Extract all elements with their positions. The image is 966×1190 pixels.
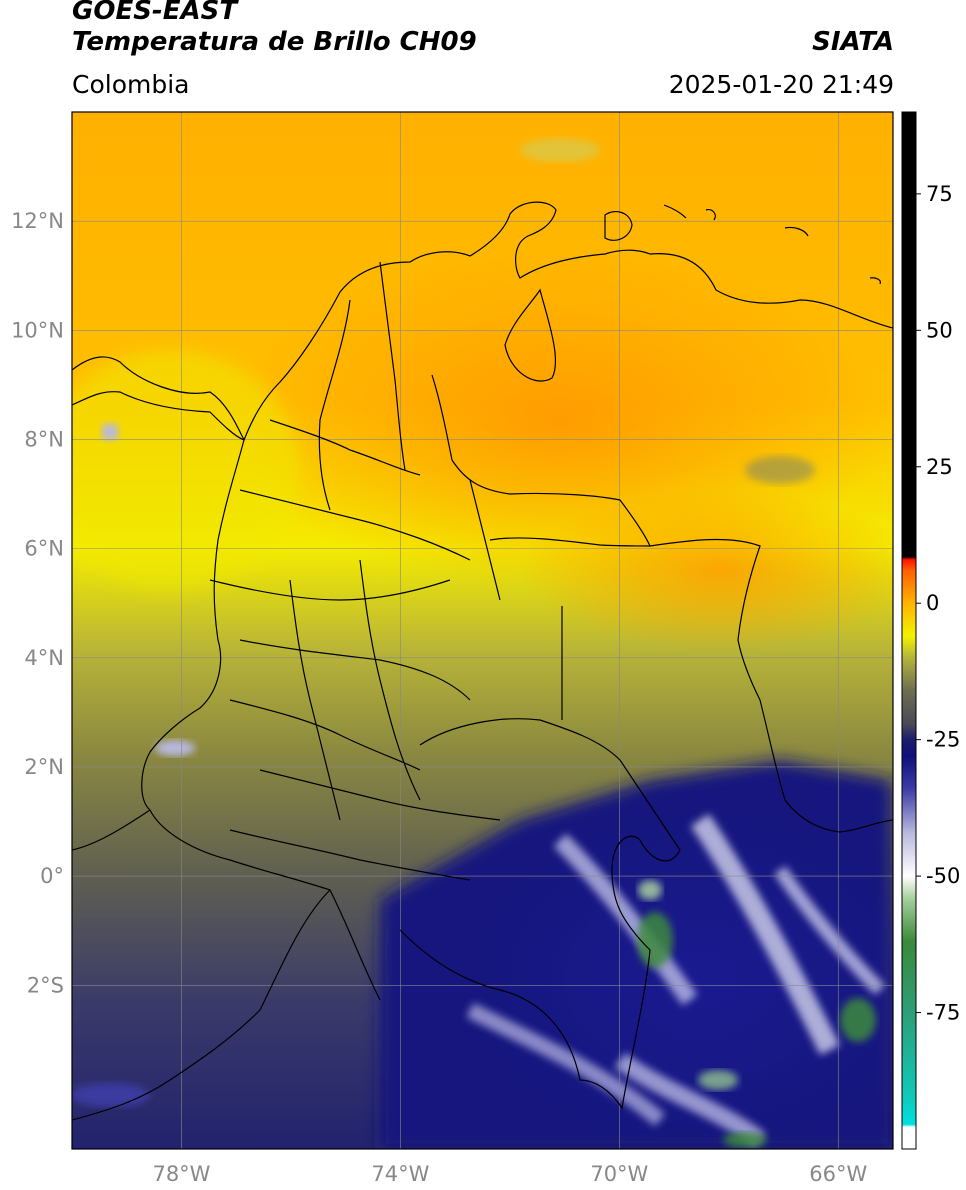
map-gridlines bbox=[72, 112, 893, 1149]
colorbar-tick-label: 75 bbox=[926, 182, 953, 206]
colorbar-tick-label: 50 bbox=[926, 318, 953, 342]
map-frame bbox=[71, 111, 894, 1150]
colorbar-tick-label: -50 bbox=[926, 864, 960, 888]
colorbar-tick-label: 0 bbox=[926, 591, 939, 615]
lon-tick-label: 74°W bbox=[371, 1162, 429, 1186]
satellite-title: GOES-EAST bbox=[72, 0, 238, 26]
lon-tick-label: 70°W bbox=[590, 1162, 648, 1186]
latitude-tick-labels: 12°N 10°N 8°N 6°N 4°N 2°N 0° 2°S bbox=[11, 209, 64, 997]
lat-tick-label: 2°N bbox=[24, 755, 64, 779]
colorbar-scale bbox=[901, 111, 917, 1150]
lat-tick-label: 4°N bbox=[24, 646, 64, 670]
satellite-imagery bbox=[72, 112, 893, 1149]
lon-tick-label: 78°W bbox=[152, 1162, 210, 1186]
lat-tick-label: 6°N bbox=[24, 537, 64, 561]
lat-tick-label: 10°N bbox=[11, 318, 64, 342]
lat-tick-label: 2°S bbox=[27, 973, 64, 997]
lat-tick-label: 0° bbox=[40, 864, 64, 888]
political-boundaries bbox=[72, 201, 893, 1121]
longitude-tick-labels: 78°W 74°W 70°W 66°W bbox=[152, 1162, 867, 1186]
organization-label: SIATA bbox=[812, 27, 894, 57]
datetime-label: 2025-01-20 21:49 bbox=[668, 70, 894, 99]
lat-tick-label: 8°N bbox=[24, 427, 64, 451]
lat-tick-label: 12°N bbox=[11, 209, 64, 233]
colorbar-tick-label: -75 bbox=[926, 1001, 960, 1025]
colorbar-tick-labels: 75 50 25 0 -25 -50 -75 bbox=[916, 182, 960, 1025]
colorbar-tick-label: -25 bbox=[926, 728, 960, 752]
region-label: Colombia bbox=[72, 70, 190, 99]
product-title: Temperatura de Brillo CH09 bbox=[72, 27, 477, 57]
colorbar-tick-label: 25 bbox=[926, 455, 953, 479]
colorbar: 75 50 25 0 -25 -50 -75 bbox=[901, 111, 960, 1150]
lon-tick-label: 66°W bbox=[809, 1162, 867, 1186]
